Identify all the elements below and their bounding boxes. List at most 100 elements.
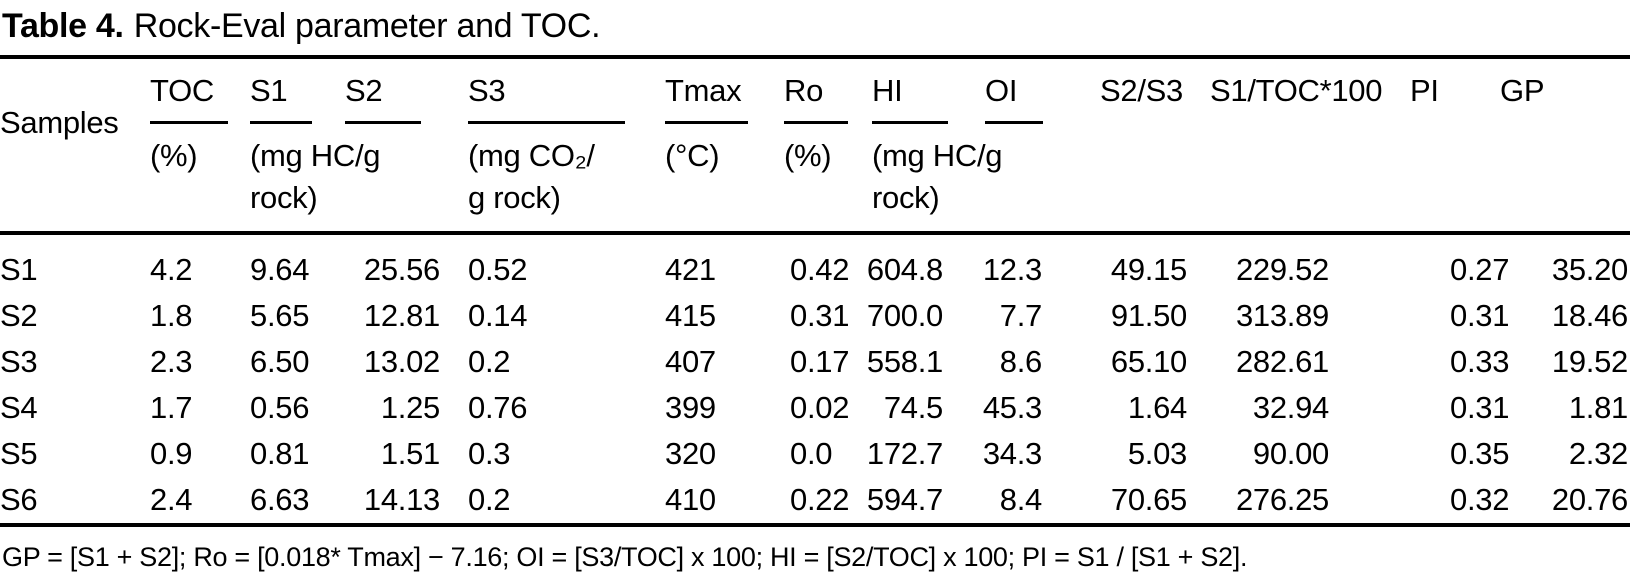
value-cell: 14.13 xyxy=(363,482,440,517)
column-header-s1toc100: S1/TOC*100 xyxy=(1195,57,1383,235)
value-cell: 0.56 xyxy=(250,390,310,425)
value-cell: 0.32 xyxy=(1450,482,1510,517)
unit-tmax: (°C) xyxy=(640,124,762,235)
header-straddle-rule xyxy=(345,121,421,124)
header-straddle-rule xyxy=(150,121,228,124)
value-cell: 35.20 xyxy=(1551,252,1628,287)
value-cell: 1.51 xyxy=(380,436,440,471)
value-cell: 19.52 xyxy=(1551,344,1628,379)
column-header-ro-label: Ro xyxy=(784,73,824,108)
value-cell: 0.31 xyxy=(1450,298,1510,333)
value-cell: 0.02 xyxy=(790,390,850,425)
value-cell: 1.25 xyxy=(380,390,440,425)
value-cell: 90.00 xyxy=(1252,436,1329,471)
column-header-toc-label: TOC xyxy=(150,73,214,108)
column-header-tmax: Tmax xyxy=(640,57,762,124)
unit-ro: (%) xyxy=(762,124,855,235)
table-caption: Table 4. Rock-Eval parameter and TOC. xyxy=(2,6,1630,46)
unit-hi-oi: (mg HC/g rock) xyxy=(855,124,1048,235)
value-cell: 0.35 xyxy=(1450,436,1510,471)
value-cell: 0.9 xyxy=(150,436,193,471)
value-cell: 0.2 xyxy=(468,344,511,379)
table-caption-label: Table 4. xyxy=(2,7,124,45)
column-header-hi: HI xyxy=(855,57,955,124)
value-cell: 700.0 xyxy=(866,298,943,333)
value-cell: 421 xyxy=(665,252,716,287)
column-header-s2-label: S2 xyxy=(345,73,383,108)
value-cell: 2.3 xyxy=(150,344,193,379)
sample-cell: S6 xyxy=(0,482,38,517)
sample-cell: S5 xyxy=(0,436,38,471)
value-cell: 410 xyxy=(665,482,716,517)
sample-cell: S4 xyxy=(0,390,38,425)
value-cell: 320 xyxy=(665,436,716,471)
sample-cell: S1 xyxy=(0,252,38,287)
column-header-pi: PI xyxy=(1355,57,1495,235)
value-cell: 12.81 xyxy=(363,298,440,333)
header-row-units: (%) (mg HC/g rock) (mg CO₂/ g rock) (°C)… xyxy=(0,124,1630,235)
value-cell: 0.76 xyxy=(468,390,528,425)
value-cell: 313.89 xyxy=(1235,298,1329,333)
value-cell: 229.52 xyxy=(1235,252,1329,287)
value-cell: 558.1 xyxy=(866,344,943,379)
value-cell: 0.27 xyxy=(1450,252,1510,287)
value-cell: 2.4 xyxy=(150,482,193,517)
sample-cell: S3 xyxy=(0,344,38,379)
value-cell: 1.7 xyxy=(150,390,193,425)
column-header-s3-label: S3 xyxy=(468,73,506,108)
table-footnote: GP = [S1 + S2]; Ro = [0.018* Tmax] − 7.1… xyxy=(2,542,1248,572)
column-header-toc: TOC xyxy=(150,57,250,124)
rock-eval-table: Samples TOC S1 S2 S3 Tmax xyxy=(0,55,1630,527)
column-header-samples: Samples xyxy=(0,57,150,235)
table-row: S5 0.9 0.81 1.51 0.3 320 0.0 172.7 34.3 5.03 90.00… xyxy=(0,431,1630,477)
value-cell: 276.25 xyxy=(1235,482,1329,517)
header-straddle-rule xyxy=(784,121,848,124)
value-cell: 0.2 xyxy=(468,482,511,517)
value-cell: 0.52 xyxy=(468,252,528,287)
header-straddle-rule xyxy=(665,121,748,124)
unit-s1-s2: (mg HC/g rock) xyxy=(250,124,445,235)
header-straddle-rule xyxy=(872,121,948,124)
column-header-s2: S2 xyxy=(345,57,445,124)
value-cell: 0.31 xyxy=(790,298,850,333)
value-cell: 282.61 xyxy=(1235,344,1329,379)
column-header-s1-label: S1 xyxy=(250,73,288,108)
value-cell: 4.2 xyxy=(150,252,193,287)
value-cell: 49.15 xyxy=(1110,252,1187,287)
value-cell: 8.4 xyxy=(999,482,1043,517)
value-cell: 407 xyxy=(665,344,716,379)
value-cell: 594.7 xyxy=(866,482,943,517)
value-cell: 70.65 xyxy=(1110,482,1187,517)
value-cell: 74.5 xyxy=(883,390,943,425)
unit-s3: (mg CO₂/ g rock) xyxy=(445,124,640,235)
table-row: S4 1.7 0.56 1.25 0.76 399 0.02 74.5 45.3 1.64 32.9… xyxy=(0,385,1630,431)
column-header-s2s3: S2/S3 xyxy=(1048,57,1195,235)
header-straddle-rule xyxy=(468,121,625,124)
table-row: S2 1.8 5.65 12.81 0.14 415 0.31 700.0 7.7 91.50 31… xyxy=(0,293,1630,339)
value-cell: 0.22 xyxy=(790,482,850,517)
column-header-hi-label: HI xyxy=(872,73,903,108)
value-cell: 6.63 xyxy=(250,482,310,517)
value-cell: 0.42 xyxy=(790,252,850,287)
column-header-oi-label: OI xyxy=(985,73,1018,108)
unit-toc: (%) xyxy=(150,124,250,235)
value-cell: 5.03 xyxy=(1127,436,1187,471)
value-cell: 12.3 xyxy=(982,252,1042,287)
value-cell: 34.3 xyxy=(982,436,1042,471)
column-header-tmax-label: Tmax xyxy=(665,73,742,108)
value-cell: 13.02 xyxy=(363,344,440,379)
value-cell: 91.50 xyxy=(1110,298,1187,333)
value-cell: 5.65 xyxy=(250,298,310,333)
column-header-s3: S3 xyxy=(445,57,640,124)
header-row-labels: Samples TOC S1 S2 S3 Tmax xyxy=(0,57,1630,235)
value-cell: 65.10 xyxy=(1110,344,1187,379)
table-body: S1 4.2 9.64 25.56 0.52 421 0.42 604.8 12.3 49.15 2… xyxy=(0,233,1630,525)
value-cell: 20.76 xyxy=(1551,482,1628,517)
value-cell: 415 xyxy=(665,298,716,333)
value-cell: 0.0 xyxy=(790,436,833,471)
table-caption-text: Rock-Eval parameter and TOC. xyxy=(133,7,601,45)
column-header-ro: Ro xyxy=(762,57,855,124)
value-cell: 0.31 xyxy=(1450,390,1510,425)
value-cell: 1.81 xyxy=(1568,390,1628,425)
